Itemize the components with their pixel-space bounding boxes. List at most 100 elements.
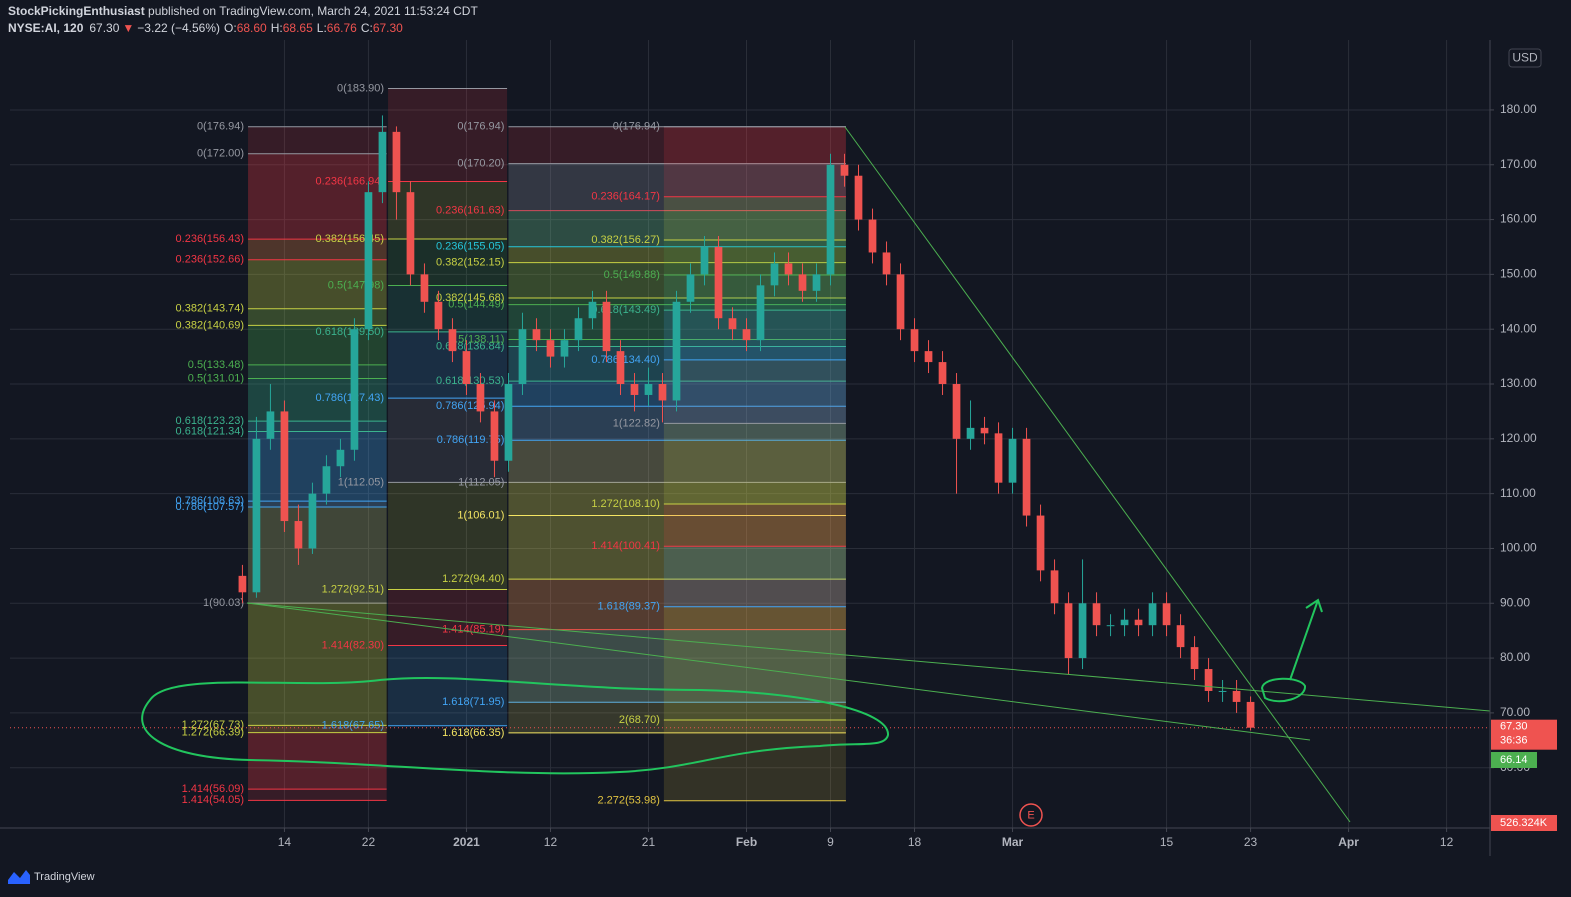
candle-body [280,411,289,522]
fib-label: 0(176.94) [457,121,504,133]
currency-box[interactable] [1508,48,1542,68]
candle-body [938,362,947,385]
fib-band [508,406,846,483]
fib-label: 0.618(139.50) [316,326,385,338]
price-tags: 67.30 36:36 66.14 526.324K [1491,719,1557,831]
fib-label: 1(90.03) [203,597,244,609]
fib-label: 0.618(123.23) [176,415,245,427]
candle-body [1162,603,1171,626]
high-label: H: [271,21,283,35]
candle-body [1204,669,1213,691]
candle-body [672,301,681,401]
candle-body [1092,603,1101,626]
candle-body [1148,603,1157,626]
fib-band [388,645,508,726]
fib-band [388,398,508,483]
fib-label: 1.272(94.40) [442,573,504,585]
candle-body [1134,619,1143,626]
fib-band [248,239,387,309]
fib-label: 1.618(89.37) [597,601,659,613]
fib-label: 1.272(67.73) [182,719,244,731]
candle-body [336,449,345,467]
x-tick-label: 23 [1244,835,1258,849]
fib-label: 1.414(54.05) [182,794,244,806]
fib-label: 0(176.94) [613,121,660,133]
change: −3.22 (−4.56%) [137,21,220,35]
y-tick-label: 160.00 [1500,212,1537,226]
fib-band [248,259,387,326]
fib-label: 1.414(56.09) [182,783,244,795]
fib-label: 1.618(67.65) [322,720,384,732]
x-tick-label: Mar [1002,835,1024,849]
x-tick-label: 18 [908,835,922,849]
candle-body [840,164,849,176]
candle-body [742,329,751,341]
fib-band [508,210,846,263]
candle-body [518,329,527,385]
candle-body [616,351,625,385]
y-tick-label: 170.00 [1500,157,1537,171]
x-tick-label: 14 [278,835,292,849]
fib-band [508,440,846,516]
candle-body [1106,625,1115,627]
fib-band [663,504,846,547]
x-tick-label: 2021 [453,835,480,849]
candle-body [826,164,835,275]
fib-label: 1.618(66.35) [442,727,504,739]
author: StockPickingEnthusiast [8,4,145,18]
fib-band [248,308,387,365]
earnings-label: E [1027,809,1034,821]
candle-body [1176,625,1185,648]
y-tick-label: 70.00 [1500,705,1530,719]
fib-band [663,423,846,505]
candle-body [644,384,653,395]
open-label: O: [224,21,237,35]
last-price: 67.30 [89,21,119,35]
candle-body [546,340,555,357]
candle-body [966,427,975,439]
level-tag [1491,752,1537,768]
fib-label: 0.786(134.40) [591,354,660,366]
fib-label: 0.382(143.74) [176,303,245,315]
price-tag [1491,719,1557,750]
fib-band [663,240,846,276]
hand-drawn-arrow [1289,598,1323,681]
candle-body [532,329,541,341]
fib-label: 1.414(82.30) [322,639,384,651]
brand-logo [8,870,30,884]
axes: 60.0070.0080.0090.00100.00110.00120.0013… [278,102,1537,849]
x-tick-label: Feb [736,835,757,849]
fib-label: 1.272(92.51) [322,583,384,595]
countdown-label: 36:36 [1500,735,1528,747]
fib-label: 1.414(100.41) [591,540,660,552]
candle-body [560,340,569,357]
candle-body [238,575,247,593]
candle-body [700,246,709,275]
fib-label: 0.5(138.11) [449,333,504,345]
candle-body [686,274,695,302]
fib-label: 0.786(107.57) [176,501,245,513]
y-tick-label: 110.00 [1500,486,1536,500]
candle-body [490,411,499,461]
fib-band [663,546,846,607]
y-tick-label: 100.00 [1500,541,1537,555]
fib-label: 0.236(156.43) [176,233,245,245]
fib-label: 2(68.70) [619,714,660,726]
fib-band [663,606,846,721]
candle-body [1120,619,1129,626]
candle-body [658,384,667,401]
fib-label: 1.414(85.19) [442,624,504,636]
candle-body [252,438,261,593]
y-tick-label: 120.00 [1500,431,1537,445]
candle-body [602,301,611,352]
fib-label: 1(122.82) [613,417,660,429]
price-tag-label: 67.30 [1500,721,1528,733]
candle-body [406,192,415,275]
candle-body [952,384,961,439]
candle-body [798,274,807,291]
fib-label: 1.272(66.39) [182,727,244,739]
fib-band [388,482,508,590]
earnings-marker[interactable] [1019,803,1043,827]
fib-label: 0(172.00) [197,148,244,160]
fib-band [663,720,846,801]
